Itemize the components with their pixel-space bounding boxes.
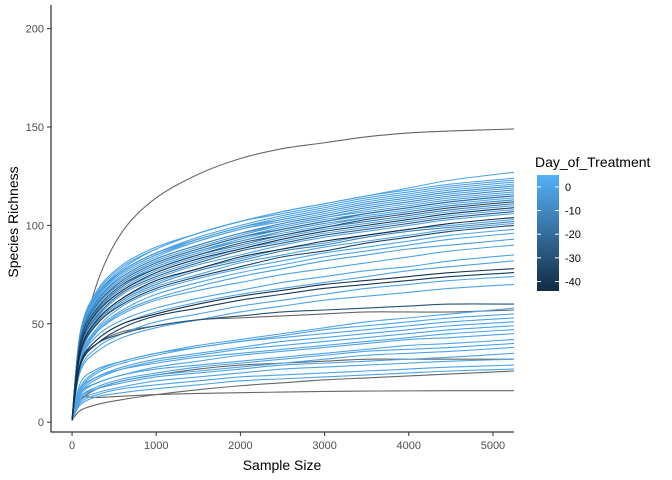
rarefaction-curve bbox=[71, 358, 514, 421]
colorbar-tick-label: 0 bbox=[565, 182, 571, 194]
rarefaction-curve bbox=[71, 179, 514, 421]
rarefaction-curve bbox=[71, 370, 514, 421]
y-tick-label: 0 bbox=[38, 417, 44, 429]
x-tick-label: 5000 bbox=[481, 440, 505, 452]
y-tick-label: 100 bbox=[26, 220, 44, 232]
x-tick-label: 4000 bbox=[397, 440, 421, 452]
rarefaction-curve bbox=[71, 228, 514, 421]
rarefaction-curve bbox=[71, 368, 514, 421]
x-tick-label: 0 bbox=[69, 440, 75, 452]
rarefaction-curve bbox=[71, 220, 514, 421]
colorbar-tick-label: -20 bbox=[565, 229, 581, 241]
rarefaction-curve bbox=[71, 224, 514, 421]
x-axis-ticks: 0 1000 2000 3000 4000 5000 bbox=[69, 432, 505, 452]
rarefaction-curve bbox=[71, 325, 514, 421]
colorbar-tick-label: -40 bbox=[565, 277, 581, 289]
rarefaction-curve bbox=[71, 128, 514, 421]
curves-layer bbox=[71, 128, 514, 421]
x-tick-label: 3000 bbox=[312, 440, 336, 452]
x-tick-label: 1000 bbox=[144, 440, 168, 452]
rarefaction-curve bbox=[71, 329, 514, 421]
rarefaction-curve bbox=[71, 276, 514, 421]
rarefaction-curve bbox=[71, 364, 514, 421]
rarefaction-curve bbox=[71, 268, 514, 421]
colorbar-ticks: 0 -10 -20 -30 -40 bbox=[537, 182, 581, 289]
rarefaction-curve bbox=[71, 185, 514, 421]
rarefaction-curve bbox=[71, 189, 514, 421]
x-tick-label: 2000 bbox=[228, 440, 252, 452]
colorbar bbox=[537, 175, 559, 291]
rarefaction-curve bbox=[71, 317, 514, 421]
rarefaction-curve bbox=[71, 272, 514, 421]
y-tick-label: 200 bbox=[26, 24, 44, 36]
rarefaction-curve bbox=[71, 207, 514, 421]
rarefaction-curve bbox=[71, 232, 514, 421]
y-axis-ticks: 0 50 100 150 200 bbox=[26, 24, 51, 429]
rarefaction-curve bbox=[71, 254, 514, 421]
rarefaction-curve bbox=[71, 193, 514, 421]
rarefaction-curve bbox=[71, 205, 514, 421]
rarefaction-curve bbox=[71, 238, 514, 421]
axes bbox=[50, 5, 514, 433]
rarefaction-curve bbox=[71, 197, 514, 421]
rarefaction-curve bbox=[71, 307, 514, 421]
rarefaction-curve bbox=[71, 213, 514, 421]
y-axis-title: Species Richness bbox=[5, 166, 21, 277]
rarefaction-curve bbox=[71, 195, 514, 421]
rarefaction-curve bbox=[71, 187, 514, 421]
colorbar-tick-label: -10 bbox=[565, 206, 581, 218]
rarefaction-curve bbox=[71, 390, 514, 421]
rarefaction-curve bbox=[71, 216, 514, 421]
color-legend: Day_of_Treatment 0 -10 -20 -30 -40 bbox=[535, 154, 651, 291]
rarefaction-curve bbox=[71, 342, 514, 421]
rarefaction-curve bbox=[71, 201, 514, 421]
x-axis-title: Sample Size bbox=[243, 457, 322, 473]
rarefaction-curve bbox=[71, 333, 514, 421]
rarefaction-curve bbox=[71, 352, 514, 421]
rarefaction-curve bbox=[71, 283, 514, 421]
y-tick-label: 50 bbox=[32, 319, 44, 331]
rarefaction-curve bbox=[71, 338, 514, 421]
y-tick-label: 150 bbox=[26, 122, 44, 134]
legend-title: Day_of_Treatment bbox=[535, 154, 651, 170]
rarefaction-curve bbox=[71, 203, 514, 421]
colorbar-tick-label: -30 bbox=[565, 253, 581, 265]
rarefaction-curve bbox=[71, 211, 514, 421]
